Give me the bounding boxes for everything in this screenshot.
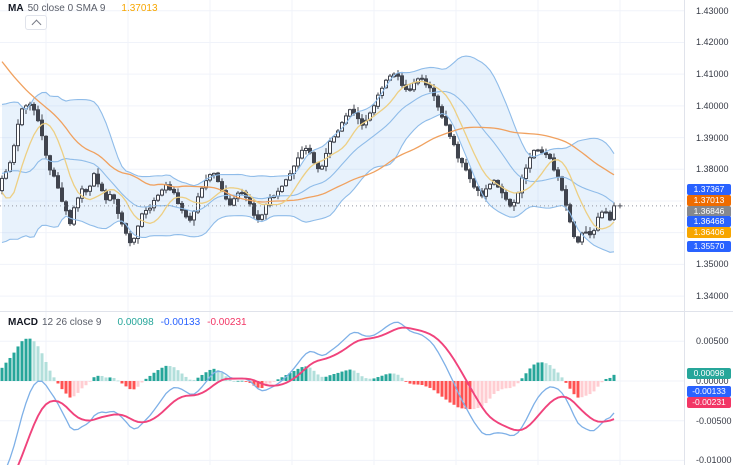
bollinger-basis-line <box>1 90 615 212</box>
ma50-line <box>1 61 615 203</box>
ma50-badge: 1.37013 <box>687 195 731 207</box>
macd-histogram-grow-positive <box>0 338 616 382</box>
macd-axis-tick: 0.00500 <box>696 336 729 347</box>
price-axis-tick: 1.42000 <box>696 37 729 48</box>
sma9-badge: 1.36406 <box>687 226 731 238</box>
sma9-line <box>1 80 615 230</box>
macd-axis-tick: -0.01000 <box>696 455 732 465</box>
price-axis-tick: 1.39000 <box>696 132 729 143</box>
ma-indicator-value: 1.37013 <box>121 3 158 14</box>
ma-indicator-title[interactable]: MA <box>8 3 24 14</box>
macd-indicator-title[interactable]: MACD <box>8 317 38 328</box>
macd-axis-tick: -0.00500 <box>696 415 732 426</box>
macd-histogram-fall-negative <box>56 381 580 410</box>
macd-line-value-badge: -0.00133 <box>687 386 731 398</box>
last-price-badge: 1.36846 <box>687 205 731 217</box>
panel-divider[interactable] <box>0 311 733 312</box>
bollinger-basis-badge: 1.36468 <box>687 216 731 228</box>
price-axis-tick: 1.41000 <box>696 69 729 80</box>
macd-line <box>6 321 615 465</box>
bollinger-upper-badge: 1.37367 <box>687 183 731 195</box>
ma-indicator-params: 50 close 0 SMA 9 <box>27 3 106 14</box>
price-indicator-legend: MA 50 close 0 SMA 9 1.37013 <box>8 3 158 14</box>
last-price-marker <box>617 203 623 209</box>
price-axis[interactable]: 1.43000 1.42000 1.41000 1.40000 1.39000 1.380… <box>684 0 733 465</box>
macd-signal-value-badge: -0.00231 <box>687 396 731 408</box>
price-axis-tick: 1.34000 <box>696 291 729 302</box>
price-axis-tick: 1.43000 <box>696 5 729 16</box>
macd-histogram-value-badge: 0.00098 <box>687 367 731 379</box>
bollinger-lower-badge: 1.35570 <box>687 240 731 252</box>
macd-line-legend-value: -0.00133 <box>160 317 201 328</box>
chevron-up-icon <box>31 19 41 30</box>
macd-indicator-params: 12 26 close 9 <box>42 317 102 328</box>
macd-histogram-legend-value: 0.00098 <box>117 317 154 328</box>
price-axis-tick: 1.38000 <box>696 164 729 175</box>
grid-lines <box>0 0 684 465</box>
price-axis-tick: 1.35000 <box>696 259 729 270</box>
bollinger-upper-line <box>1 55 615 187</box>
macd-histogram-fall-positive <box>32 341 564 382</box>
macd-signal-legend-value: -0.00231 <box>207 317 247 328</box>
legend-collapse-button[interactable] <box>25 15 47 30</box>
down-candles <box>32 73 612 244</box>
macd-indicator-legend: MACD 12 26 close 9 0.00098 -0.00133 -0.00231 <box>8 317 247 328</box>
bollinger-lower-line <box>1 112 615 253</box>
macd-histogram-grow-negative <box>72 381 604 410</box>
price-axis-tick: 1.40000 <box>696 100 729 111</box>
macd-signal-line <box>17 326 615 465</box>
macd-axis-tick: 0.00000 <box>696 376 729 386</box>
